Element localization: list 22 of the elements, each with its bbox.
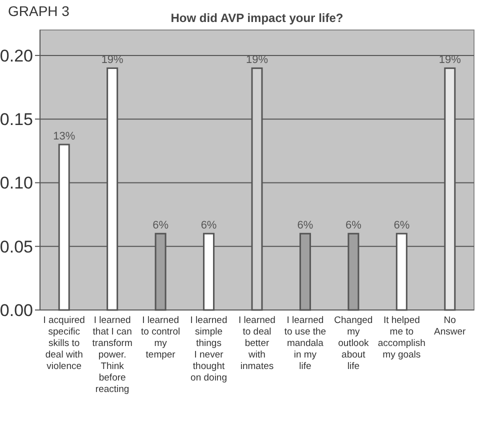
data-label: 6% (394, 220, 410, 232)
x-tick-label: I acquired specific skills to deal with violence (43, 315, 85, 372)
data-label: 6% (200, 220, 217, 232)
x-tick-label: It helped me to accomplish my goals (378, 315, 426, 360)
x-tick-label: I learned to use the mandala in my life (284, 315, 326, 372)
x-tick-label: Changed my outlook about life (334, 315, 373, 372)
y-tick-label: 0.20 (0, 46, 33, 66)
data-label: 6% (152, 220, 169, 232)
y-tick-label: 0.00 (0, 300, 33, 320)
caption: GRAPH 3 (8, 3, 70, 19)
y-tick-label: 0.15 (0, 110, 33, 130)
x-tick-label: I learned to control my temper (141, 315, 180, 360)
x-tick-label: I learned that I can transform power. Think before reacting (92, 315, 132, 395)
x-tick-label: I learned simple things I never thought on doing (190, 315, 228, 384)
x-tick-label: I learned to deal better with inmates (238, 315, 276, 372)
chart-title: How did AVP impact your life? (170, 11, 344, 25)
data-label: 6% (297, 220, 314, 232)
y-tick-label: 0.05 (0, 237, 33, 256)
data-label: 13% (53, 130, 76, 143)
x-tick-label: No Answer (434, 315, 466, 338)
data-label: 6% (345, 220, 362, 232)
y-tick-label: 0.10 (0, 174, 33, 193)
